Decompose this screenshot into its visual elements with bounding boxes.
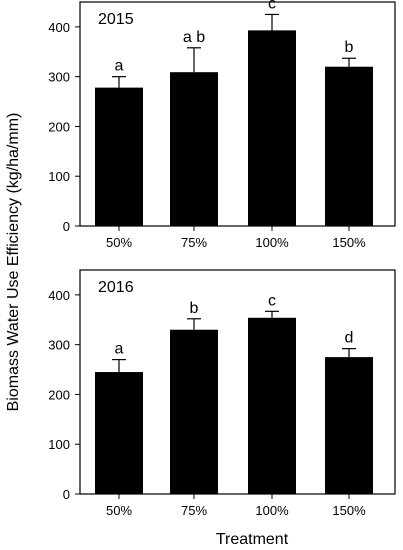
x-tick-label: 75% (181, 235, 207, 250)
y-tick-label: 400 (48, 288, 70, 303)
panel-title: 2015 (98, 11, 134, 28)
y-tick-label: 0 (63, 487, 70, 502)
significance-letter: a (115, 58, 124, 75)
bar (95, 87, 143, 227)
significance-letter: d (345, 330, 354, 347)
bar (325, 357, 373, 494)
plot-frame (79, 269, 396, 495)
bar (248, 317, 296, 494)
y-tick-label: 200 (48, 387, 70, 402)
panel-2015: 2015 0 100 200 300 400 a 50% a b 75% c 100% b 150% (48, 0, 396, 250)
x-tick-label: 75% (181, 503, 207, 518)
y-tick-label: 300 (48, 70, 70, 85)
x-axis-label: Treatment (216, 531, 289, 548)
y-tick-label: 200 (48, 119, 70, 134)
y-tick-label: 100 (48, 437, 70, 452)
y-tick-label: 400 (48, 20, 70, 35)
x-tick-label: 100% (255, 503, 289, 518)
x-tick-label: 50% (106, 503, 132, 518)
x-tick-label: 150% (332, 235, 366, 250)
bar (325, 66, 373, 226)
y-tick-label: 100 (48, 169, 70, 184)
significance-letter: a b (183, 29, 205, 46)
y-tick-label: 300 (48, 338, 70, 353)
bar (95, 372, 143, 494)
bar (170, 329, 218, 494)
significance-letter: a (115, 341, 124, 358)
bar (170, 72, 218, 226)
x-tick-label: 150% (332, 503, 366, 518)
x-tick-label: 50% (106, 235, 132, 250)
panel-title: 2016 (98, 279, 134, 296)
x-tick-label: 100% (255, 235, 289, 250)
significance-letter: b (190, 300, 199, 317)
bar (248, 30, 296, 226)
y-axis-label: Biomass Water Use Efficiency (kg/ha/mm) (5, 113, 22, 412)
significance-letter: c (268, 292, 276, 309)
significance-letter: c (268, 0, 276, 12)
plot-frame (79, 1, 396, 227)
y-tick-label: 0 (63, 219, 70, 234)
panel-2016: 2016 0 100 200 300 400 a 50% b 75% c 100% d 150% (48, 269, 396, 518)
significance-letter: b (345, 39, 354, 56)
